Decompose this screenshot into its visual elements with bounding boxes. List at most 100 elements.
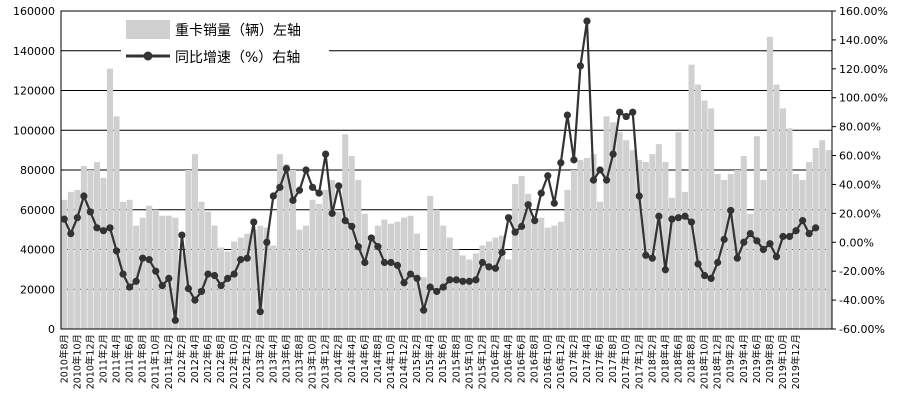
bar	[675, 132, 682, 329]
bar	[237, 237, 244, 329]
bar	[185, 170, 192, 329]
line-point	[119, 270, 127, 278]
bar	[322, 189, 329, 330]
x-axis-tick-label: 2017年10月	[620, 334, 632, 389]
line-point	[746, 230, 754, 238]
bar	[786, 128, 793, 329]
line-point	[772, 253, 781, 261]
right-axis-tick-label: 140.00%	[839, 34, 888, 47]
x-axis-tick-label: 2012年4月	[189, 334, 201, 383]
bar	[590, 154, 597, 329]
line-point	[67, 230, 75, 238]
line-point	[785, 232, 794, 241]
frame-layer	[60, 10, 833, 330]
line-point	[217, 282, 225, 290]
line-point	[524, 201, 532, 209]
bar	[610, 122, 617, 329]
line-point	[387, 258, 395, 267]
line-point	[99, 227, 108, 235]
bar	[74, 189, 81, 330]
x-axis-tick-label: 2016年8月	[529, 334, 541, 383]
bar	[747, 213, 754, 329]
bar	[289, 170, 296, 329]
x-axis-tick-label: 2013年12月	[320, 334, 332, 389]
right-axis-tick-label: -20.00%	[839, 265, 885, 278]
x-axis-tick-label: 2013年8月	[293, 334, 305, 383]
x-axis-tick-label: 2017年8月	[607, 334, 619, 383]
x-axis-tick-label: 2016年6月	[516, 334, 528, 383]
bar	[629, 150, 636, 330]
line-point	[753, 237, 761, 245]
bar	[564, 189, 571, 330]
x-axis-tick-label: 2012年6月	[202, 334, 214, 383]
bar-layer	[61, 36, 832, 330]
right-axis-tick-label: 120.00%	[839, 63, 888, 76]
bar	[257, 225, 264, 329]
bar	[387, 223, 394, 329]
bar	[688, 64, 695, 329]
line-point	[557, 159, 565, 167]
left-axis-tick-label: 40000	[20, 244, 55, 257]
bar	[244, 233, 251, 329]
line-point	[570, 156, 578, 164]
bar	[825, 150, 832, 330]
left-axis-tick-label: 120000	[13, 85, 55, 98]
bar	[165, 215, 172, 329]
right-axis-tick-label: 20.00%	[839, 207, 881, 220]
line-point	[276, 183, 284, 191]
x-axis-tick-label: 2017年2月	[568, 334, 580, 383]
x-axis-tick-label: 2017年6月	[594, 334, 606, 383]
bar	[191, 154, 198, 329]
line-point	[112, 247, 121, 255]
legend-bar-swatch	[126, 20, 170, 39]
bar	[80, 166, 87, 329]
line-point	[596, 166, 604, 174]
line-point	[452, 276, 460, 284]
left-axis-tick-label: 100000	[13, 124, 55, 137]
bar	[793, 173, 800, 329]
line-point	[459, 277, 467, 285]
line-point	[197, 287, 206, 296]
x-axis-tick-label: 2014年10月	[385, 334, 397, 389]
x-axis-tick-label: 2011年6月	[124, 334, 136, 383]
x-axis-tick-label: 2017年4月	[581, 334, 593, 383]
line-point	[348, 222, 356, 230]
line-point	[139, 254, 147, 262]
line-point	[230, 270, 238, 278]
line-point	[687, 218, 696, 226]
bar	[485, 241, 492, 329]
line-point	[426, 283, 434, 291]
line-point	[282, 164, 291, 173]
x-axis: 2010年8月 2010年10月 2010年12月 2011年2月 2011年4月 201…	[58, 334, 802, 389]
bar	[779, 108, 786, 329]
line-point	[648, 254, 656, 262]
legend-line-marker	[143, 51, 153, 61]
line-point	[694, 260, 702, 268]
left-axis-tick-label: 20000	[20, 283, 55, 296]
line-point	[799, 216, 807, 225]
bar	[668, 197, 675, 329]
bar	[374, 225, 381, 329]
line-point	[602, 176, 611, 184]
bar	[544, 227, 551, 329]
bar	[440, 225, 447, 329]
line-point	[720, 235, 728, 243]
right-axis-tick-label: 40.00%	[839, 178, 881, 191]
bar	[316, 203, 323, 329]
line-point	[700, 271, 709, 280]
bar	[283, 164, 290, 329]
line-point	[374, 243, 382, 251]
line-point	[406, 270, 415, 278]
x-axis-tick-label: 2010年8月	[58, 334, 70, 383]
bar	[525, 193, 532, 329]
line-point	[668, 215, 676, 223]
bar	[597, 201, 604, 329]
bar	[518, 175, 525, 329]
x-axis-tick-label: 2018年8月	[686, 334, 698, 383]
bar	[309, 199, 316, 329]
bar	[721, 179, 728, 329]
line-point	[184, 284, 193, 293]
bar	[368, 235, 375, 329]
legend-line-label: 同比增速（%）右轴	[175, 50, 300, 66]
x-axis-tick-label: 2014年12月	[398, 334, 410, 389]
